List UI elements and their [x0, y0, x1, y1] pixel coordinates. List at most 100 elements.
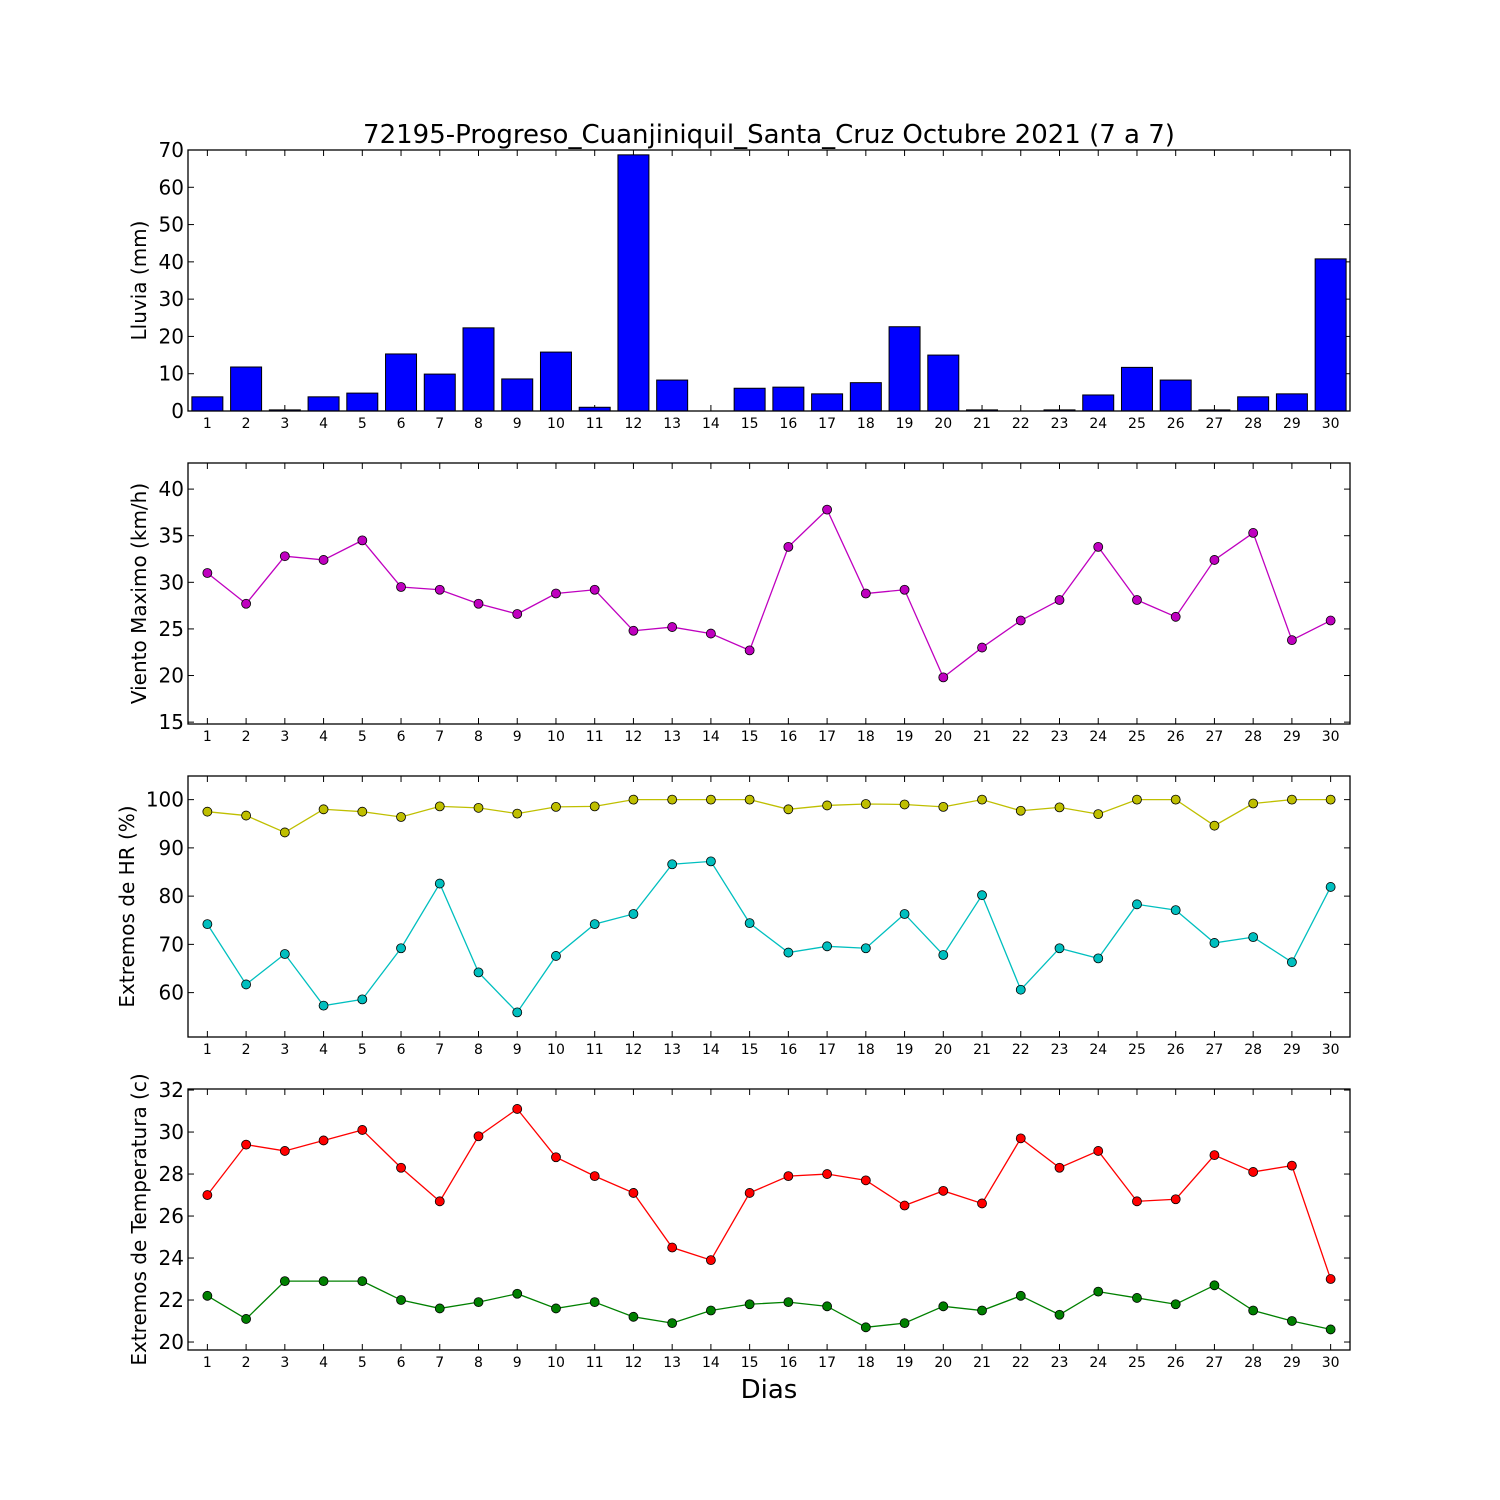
rain-xtick-label: 24 — [1089, 416, 1107, 432]
rain-bar — [1159, 379, 1192, 412]
humidity-xtick-label: 18 — [857, 1042, 875, 1058]
humidity-series-0-point — [551, 801, 561, 812]
rain-xtick-label: 4 — [319, 416, 328, 432]
humidity-series-0-point — [589, 801, 600, 812]
humidity-series-0-point — [1287, 794, 1297, 805]
temperature-series-0-point — [706, 1255, 716, 1266]
humidity-xtick-label: 7 — [435, 1042, 444, 1058]
wind-series-0-point — [512, 609, 523, 619]
rain-bar — [462, 327, 495, 412]
temperature-xtick-label: 5 — [358, 1355, 367, 1371]
temperature-series-1-point — [551, 1303, 561, 1314]
rain-xtick-label: 8 — [474, 416, 483, 432]
wind-xtick-label: 15 — [741, 729, 759, 745]
rain-bar — [307, 396, 340, 412]
humidity-series-0-point — [1209, 820, 1220, 831]
humidity-xtick-label: 12 — [625, 1042, 643, 1058]
temperature-series-1-point — [860, 1322, 871, 1333]
humidity-xtick-label: 1 — [203, 1042, 212, 1058]
temperature-series-1-point — [628, 1311, 639, 1322]
humidity-series-1-point — [1287, 957, 1297, 968]
temperature-series-0-point — [860, 1175, 871, 1186]
humidity-series-1-point — [1054, 943, 1065, 954]
wind-xtick-label: 2 — [242, 729, 251, 745]
humidity-series-0-point — [1132, 794, 1142, 805]
rain-xtick-label: 21 — [973, 416, 991, 432]
humidity-series-0-point — [783, 804, 794, 815]
temperature-series-1-point — [1054, 1309, 1065, 1320]
humidity-xtick-label: 3 — [280, 1042, 289, 1058]
wind-xtick-label: 12 — [625, 729, 643, 745]
temperature-series-1-point — [706, 1305, 716, 1316]
humidity-xtick-label: 13 — [663, 1042, 681, 1058]
humidity-series-1-point — [628, 909, 639, 919]
humidity-series-0-point — [667, 794, 678, 805]
temperature-series-0-line — [206, 1108, 1332, 1280]
rain-xtick-label: 19 — [896, 416, 914, 432]
rain-bar — [1082, 394, 1115, 412]
humidity-series-0-point — [473, 802, 484, 813]
wind-xtick-label: 14 — [702, 729, 720, 745]
temperature-xtick-label: 2 — [242, 1355, 251, 1371]
rain-bar — [501, 378, 534, 412]
temperature-series-1-point — [977, 1305, 987, 1316]
humidity-xtick-label: 30 — [1322, 1042, 1340, 1058]
temperature-series-0-point — [357, 1125, 368, 1135]
temperature-series-0-point — [473, 1131, 484, 1142]
rain-xtick-label: 9 — [513, 416, 522, 432]
rain-bar — [617, 154, 650, 412]
rain-axes-frame — [187, 149, 1351, 412]
wind-xtick-label: 17 — [818, 729, 836, 745]
humidity-series-0-point — [1170, 794, 1181, 805]
humidity-series-1-point — [860, 943, 871, 954]
rain-xtick-label: 23 — [1051, 416, 1069, 432]
humidity-xtick-label: 20 — [934, 1042, 952, 1058]
temperature-series-1-point — [434, 1303, 445, 1314]
temperature-series-1-point — [899, 1318, 910, 1329]
humidity-series-1-point — [357, 994, 368, 1005]
wind-series-0-point — [1248, 528, 1259, 538]
wind-xtick-label: 29 — [1283, 729, 1301, 745]
temperature-series-1-point — [318, 1276, 329, 1287]
wind-series-0-point — [1209, 555, 1220, 565]
rain-bar — [1275, 393, 1308, 412]
temperature-series-1-line — [207, 1280, 1331, 1331]
rain-xtick-label: 30 — [1322, 416, 1340, 432]
temperature-series-0-point — [589, 1171, 600, 1182]
temperature-series-0-point — [512, 1104, 523, 1114]
humidity-series-1-point — [706, 856, 716, 867]
humidity-series-1-point — [1248, 932, 1259, 943]
humidity-series-1-point — [396, 943, 406, 954]
temperature-ytick-label: 22 — [159, 1288, 184, 1312]
wind-series-0-point — [744, 645, 755, 656]
temperature-series-0-point — [1170, 1194, 1181, 1205]
temperature-xtick-label: 27 — [1206, 1355, 1224, 1371]
wind-series-0-point — [977, 642, 987, 653]
rain-bar — [927, 354, 960, 412]
rain-bar — [539, 351, 572, 412]
rain-ytick-label: 50 — [159, 213, 184, 237]
wind-series-0-point — [551, 588, 561, 599]
temperature-series-0-point — [1325, 1274, 1336, 1284]
rain-ytick-label: 40 — [159, 250, 184, 274]
humidity-series-0-point — [899, 799, 910, 810]
rain-xtick-label: 18 — [857, 416, 875, 432]
wind-series-0-point — [1325, 615, 1336, 626]
rain-ytick-label: 10 — [159, 362, 184, 386]
wind-series-0-point — [434, 584, 445, 595]
humidity-xtick-label: 14 — [702, 1042, 720, 1058]
humidity-series-0-point — [1248, 798, 1259, 809]
humidity-series-0-point — [202, 806, 213, 817]
humidity-series-1-point — [667, 859, 678, 870]
temperature-xtick-label: 6 — [397, 1355, 406, 1371]
temperature-xtick-label: 29 — [1283, 1355, 1301, 1371]
temperature-xtick-label: 11 — [586, 1355, 604, 1371]
temperature-xtick-label: 21 — [973, 1355, 991, 1371]
wind-series-0-point — [241, 598, 252, 609]
wind-xtick-label: 5 — [358, 729, 367, 745]
rain-ytick-label: 20 — [159, 324, 184, 348]
wind-xtick-label: 13 — [663, 729, 681, 745]
wind-xtick-label: 23 — [1051, 729, 1069, 745]
